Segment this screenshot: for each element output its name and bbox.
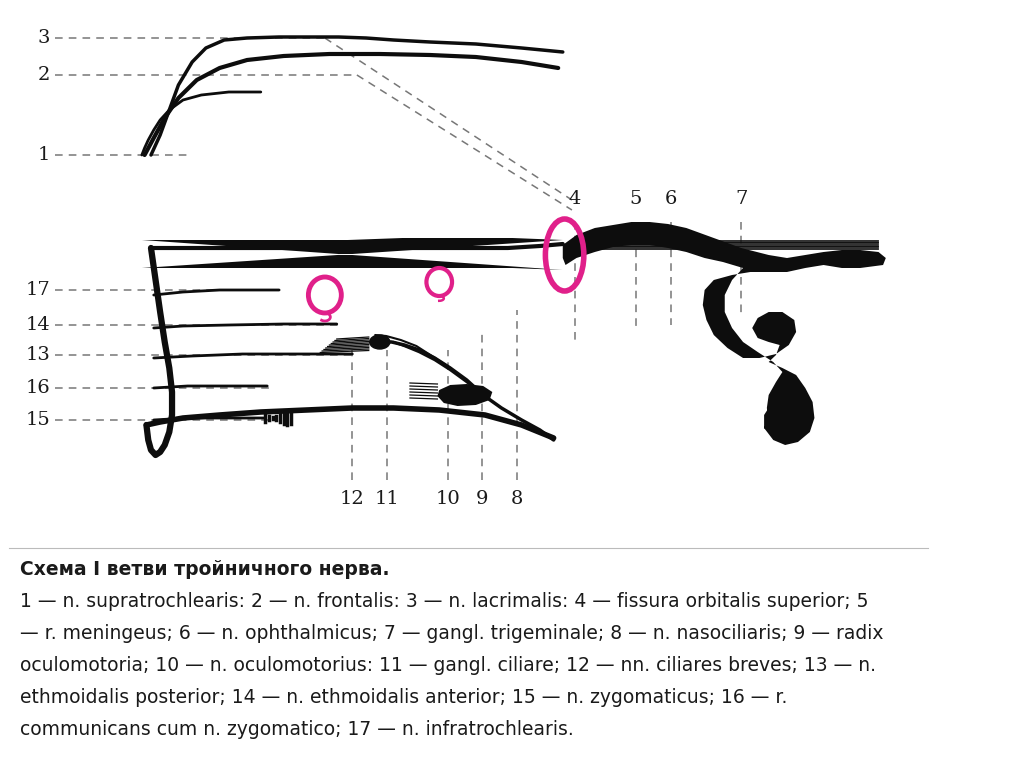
Text: ethmoidalis posterior; 14 — n. ethmoidalis anterior; 15 — n. zygomaticus; 16 — r: ethmoidalis posterior; 14 — n. ethmoidal…: [20, 688, 787, 707]
Polygon shape: [437, 384, 493, 406]
Text: 1: 1: [38, 146, 50, 164]
Text: 9: 9: [476, 490, 488, 508]
Text: 6: 6: [665, 190, 677, 208]
Text: Схема I ветви тройничного нерва.: Схема I ветви тройничного нерва.: [20, 560, 389, 579]
Text: 4: 4: [568, 190, 581, 208]
Text: 16: 16: [26, 379, 50, 397]
Polygon shape: [142, 238, 563, 270]
Text: 17: 17: [26, 281, 50, 299]
Text: communicans cum n. zygomatico; 17 — n. infratrochlearis.: communicans cum n. zygomatico; 17 — n. i…: [20, 720, 573, 739]
Text: 5: 5: [630, 190, 642, 208]
Text: oculomotoria; 10 — n. oculomotorius: 11 — gangl. ciliare; 12 — nn. ciliares brev: oculomotoria; 10 — n. oculomotorius: 11 …: [20, 656, 877, 675]
Polygon shape: [563, 222, 886, 445]
Text: 8: 8: [511, 490, 523, 508]
Text: 13: 13: [26, 346, 50, 364]
Text: 10: 10: [436, 490, 461, 508]
Text: 3: 3: [38, 29, 50, 47]
Ellipse shape: [370, 335, 390, 349]
Text: 2: 2: [38, 66, 50, 84]
Text: 15: 15: [26, 411, 50, 429]
Text: 11: 11: [375, 490, 399, 508]
Text: 12: 12: [340, 490, 365, 508]
Text: 7: 7: [735, 190, 748, 208]
Text: 1 — n. supratrochlearis: 2 — n. frontalis: 3 — n. lacrimalis: 4 — fissura orbita: 1 — n. supratrochlearis: 2 — n. frontali…: [20, 592, 868, 611]
Text: 14: 14: [26, 316, 50, 334]
Text: — r. meningeus; 6 — n. ophthalmicus; 7 — gangl. trigeminale; 8 — n. nasociliaris: — r. meningeus; 6 — n. ophthalmicus; 7 —…: [20, 624, 884, 643]
